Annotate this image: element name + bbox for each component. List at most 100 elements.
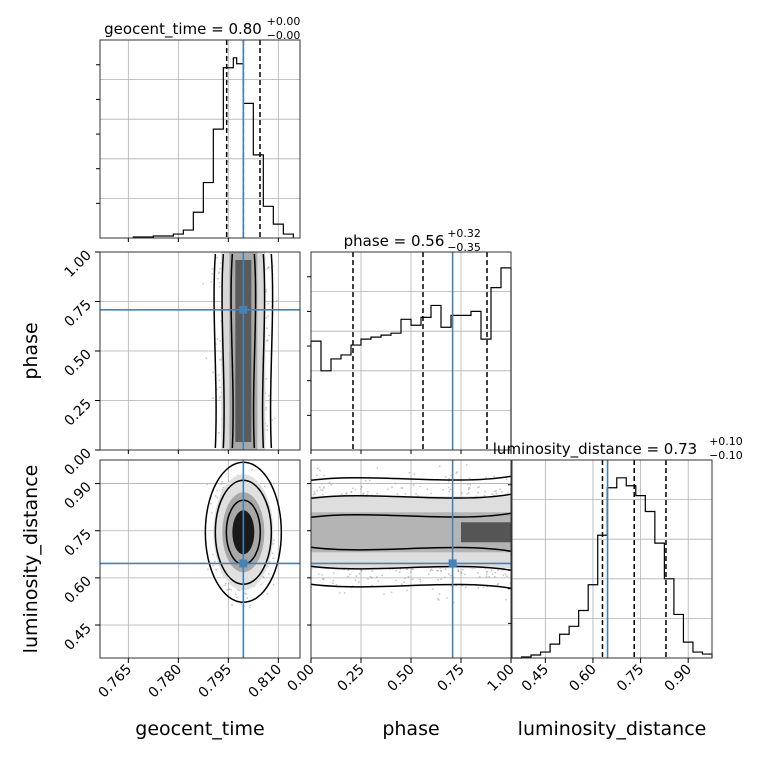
scatter-point (437, 578, 439, 581)
scatter-point (448, 490, 451, 493)
scatter-point (410, 567, 413, 570)
scatter-point (212, 397, 215, 400)
scatter-point (477, 491, 479, 494)
scatter-point (440, 578, 442, 581)
scatter-point (234, 593, 237, 596)
x-tick-label: 0.25 (334, 662, 367, 695)
scatter-point (268, 334, 270, 337)
y-axis-label-phase: phase (20, 322, 42, 379)
scatter-point (244, 592, 246, 595)
scatter-point (205, 357, 208, 360)
scatter-point (485, 476, 488, 479)
scatter-point (457, 568, 460, 571)
scatter-point (274, 417, 276, 420)
contour-line (213, 253, 217, 449)
contour-line (221, 253, 225, 449)
scatter-point (495, 489, 498, 492)
scatter-point (495, 492, 498, 495)
scatter-point (262, 575, 265, 578)
scatter-point (493, 475, 496, 478)
scatter-point (272, 557, 275, 560)
scatter-point (371, 570, 374, 572)
scatter-point (431, 569, 434, 572)
x-tick-label: 0.780 (145, 662, 185, 702)
x-tick-label: 0.810 (245, 662, 285, 702)
scatter-point (235, 596, 238, 599)
scatter-point (469, 484, 472, 486)
scatter-point (467, 491, 470, 494)
scatter-point (493, 575, 496, 578)
scatter-point (267, 572, 270, 575)
scatter-point (464, 573, 466, 576)
title-plus-phase: +0.32 (447, 227, 481, 240)
x-tick-label: 0.50 (384, 662, 417, 695)
scatter-point (266, 429, 269, 431)
scatter-point (448, 477, 451, 480)
scatter-point (318, 469, 321, 472)
title-minus-phase: −0.35 (447, 241, 481, 254)
scatter-point (497, 569, 499, 571)
contour-line (230, 253, 234, 449)
histogram-phase (310, 267, 512, 450)
scatter-point (381, 574, 384, 577)
scatter-point (321, 493, 324, 496)
scatter-point (442, 488, 444, 491)
y-tick-label: 0.45 (61, 621, 94, 654)
scatter-point (449, 488, 452, 491)
scatter-point (260, 583, 263, 586)
scatter-point (447, 480, 450, 483)
scatter-point (222, 486, 224, 489)
scatter-point (315, 474, 318, 476)
scatter-point (216, 277, 219, 280)
scatter-point (224, 582, 227, 585)
y-tick-label: 1.00 (61, 248, 94, 281)
scatter-point (220, 480, 223, 483)
contour-line (261, 253, 266, 449)
x-axis-label-luminosity_distance: luminosity_distance (518, 718, 707, 740)
scatter-point (321, 573, 324, 576)
scatter-point (216, 489, 219, 492)
scatter-point (491, 573, 494, 576)
title-plus-luminosity_distance: +0.10 (709, 435, 743, 448)
scatter-point (394, 482, 397, 485)
scatter-point (265, 377, 268, 380)
scatter-point (272, 539, 275, 542)
scatter-point (449, 474, 452, 477)
scatter-point (347, 575, 349, 578)
scatter-point (276, 300, 278, 302)
scatter-point (499, 488, 501, 491)
scatter-point (343, 592, 346, 594)
scatter-point (426, 488, 429, 491)
scatter-point (400, 487, 403, 489)
x-tick-label: 0.60 (566, 662, 599, 695)
scatter-point (265, 406, 268, 409)
scatter-point (494, 571, 497, 574)
scatter-point (438, 593, 441, 596)
scatter-point (265, 288, 267, 291)
scatter-point (321, 489, 324, 492)
scatter-point (386, 488, 389, 491)
scatter-point (335, 584, 338, 586)
truth-marker (239, 305, 248, 314)
histogram-geocent_time (132, 57, 294, 238)
scatter-point (395, 579, 397, 582)
truth-marker (448, 559, 457, 568)
scatter-point (466, 493, 468, 495)
scatter-point (230, 588, 233, 591)
scatter-point (263, 485, 266, 488)
scatter-point (429, 570, 432, 572)
y-tick-label: 0.50 (61, 347, 94, 380)
scatter-point (206, 483, 209, 486)
scatter-point (210, 502, 213, 505)
scatter-point (447, 486, 450, 489)
scatter-point (367, 490, 369, 493)
scatter-point (376, 576, 378, 578)
scatter-point (347, 569, 350, 572)
scatter-point (484, 490, 486, 493)
scatter-point (316, 490, 319, 492)
scatter-point (450, 584, 453, 587)
scatter-point (411, 578, 414, 581)
scatter-point (265, 317, 268, 319)
contour-line (269, 253, 274, 449)
